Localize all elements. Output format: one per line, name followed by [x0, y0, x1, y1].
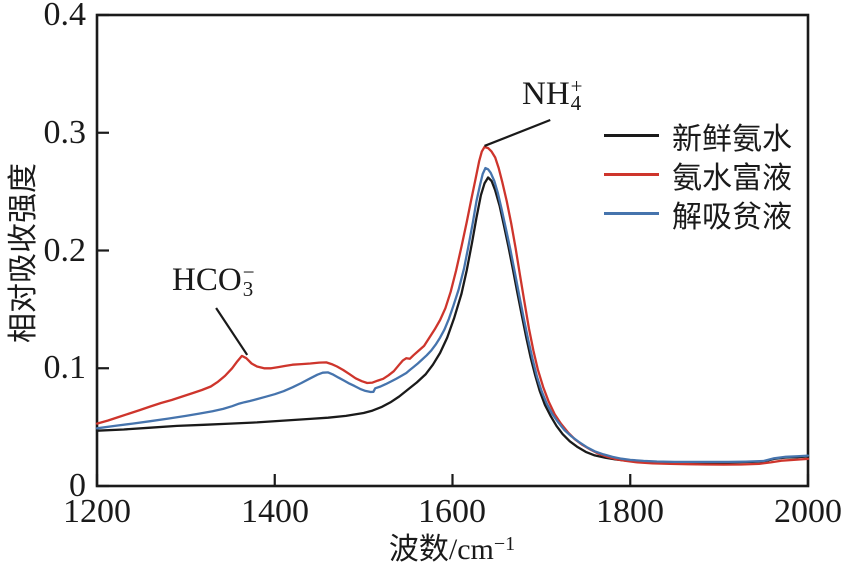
- y-tick-label: 0.3: [43, 114, 87, 151]
- x-tick-label: 1800: [596, 493, 664, 530]
- legend-label: 氨水富液: [672, 161, 792, 195]
- annotation-superscript: −: [242, 260, 255, 284]
- x-axis-title-text: 波数/cm: [388, 533, 494, 566]
- annotation-subsup: −3: [242, 260, 255, 301]
- legend-line-swatch: [604, 134, 659, 137]
- annotation-text: NH: [522, 76, 570, 112]
- legend-line-swatch: [604, 173, 659, 176]
- legend-line-swatch: [604, 212, 659, 215]
- legend-label: 新鲜氨水: [672, 122, 792, 156]
- annotation-subscript: 3: [242, 277, 254, 301]
- y-tick-label: 0.1: [43, 349, 87, 386]
- x-tick-label: 1200: [63, 493, 131, 530]
- x-tick-label: 1400: [241, 493, 309, 530]
- annotation: NH +4: [522, 74, 583, 115]
- y-tick-label: 0.2: [43, 232, 87, 269]
- y-tick-label: 0.4: [43, 0, 87, 33]
- legend: 新鲜氨水 氨水富液 解吸贫液: [604, 116, 792, 234]
- annotation-subsup: +4: [570, 74, 583, 115]
- annotation-subscript: 4: [570, 91, 582, 115]
- annotation-text: HCO: [172, 262, 242, 298]
- x-axis-title: 波数/cm−1: [302, 524, 602, 566]
- legend-label: 解吸贫液: [672, 200, 792, 234]
- legend-row: 氨水富液: [604, 155, 792, 195]
- y-tick-label: 0: [69, 467, 86, 504]
- x-tick-label: 2000: [774, 493, 842, 530]
- x-axis-title-superscript: −1: [493, 533, 516, 555]
- annotation: HCO −3: [172, 260, 255, 301]
- y-axis-title: 相对吸收强度: [7, 163, 40, 343]
- x-tick-label: 1600: [418, 493, 486, 530]
- annotation-superscript: +: [570, 74, 583, 98]
- legend-row: 新鲜氨水: [604, 116, 792, 156]
- legend-row: 解吸贫液: [604, 194, 792, 234]
